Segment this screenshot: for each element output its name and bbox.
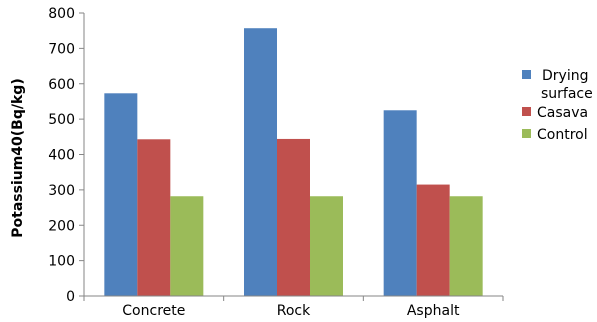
y-tick-label: 100 <box>48 254 75 270</box>
bars <box>104 28 483 297</box>
bar-rock-drying-surface <box>244 28 277 297</box>
y-tick-label: 0 <box>66 289 75 305</box>
y-tick-label: 700 <box>48 41 75 57</box>
legend-label: Control <box>537 127 588 143</box>
legend-label: Drying <box>542 68 588 84</box>
legend-label: Casava <box>537 105 588 121</box>
legend-swatch <box>522 107 531 116</box>
legend-swatch <box>522 70 531 79</box>
legend-swatch <box>522 129 531 138</box>
bar-concrete-drying-surface <box>104 93 138 297</box>
x-axis: Concrete Rock Asphalt <box>83 295 504 319</box>
bar-rock-control <box>310 196 343 296</box>
legend: Drying surface Casava Control <box>522 68 593 143</box>
y-tick-label: 200 <box>48 218 75 234</box>
y-tick-label: 300 <box>48 183 75 199</box>
bar-asphalt-control <box>449 196 483 296</box>
y-tick-label: 600 <box>48 77 75 93</box>
x-tick-label: Concrete <box>122 303 185 319</box>
x-tick-label: Asphalt <box>407 303 460 319</box>
y-axis-title: Potassium40(Bq/kg) <box>10 78 26 237</box>
legend-label: surface <box>541 86 593 102</box>
bar-concrete-casava <box>137 139 171 296</box>
y-tick-label: 800 <box>48 6 75 22</box>
y-tick-label: 400 <box>48 148 75 164</box>
x-tick-label: Rock <box>277 303 311 319</box>
bar-asphalt-drying-surface <box>383 110 417 296</box>
y-axis: 0 100 200 300 400 500 600 700 800 <box>48 6 85 305</box>
bar-rock-casava <box>277 138 310 296</box>
bar-concrete-control <box>170 196 204 296</box>
y-tick-label: 500 <box>48 112 75 128</box>
bar-asphalt-casava <box>416 184 450 296</box>
